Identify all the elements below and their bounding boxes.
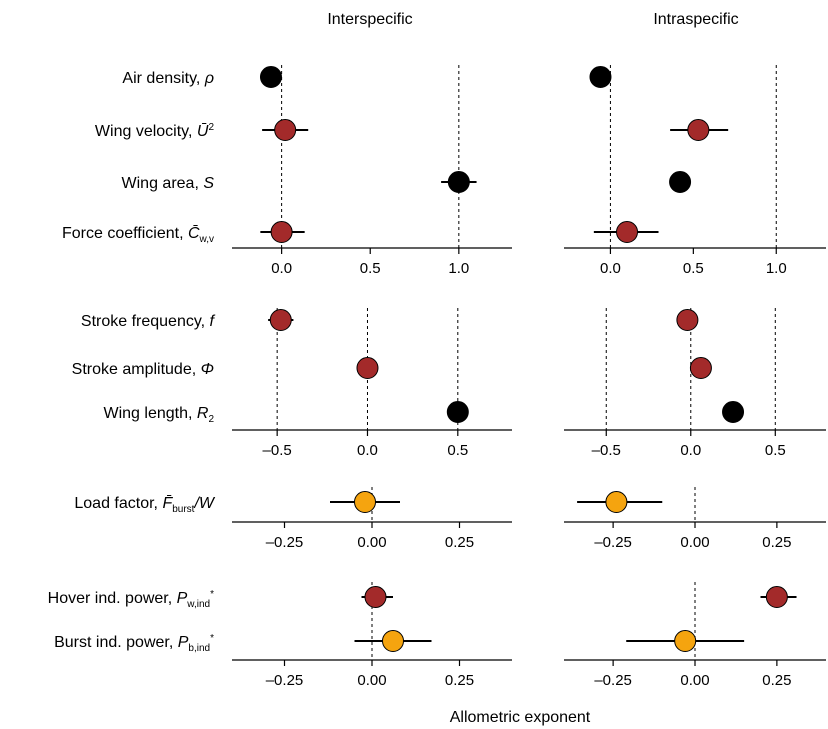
x-tick-label: –0.25 (594, 672, 632, 689)
x-tick-label: 1.0 (448, 260, 469, 277)
row-label: Load factor, F̄burst/W (74, 495, 216, 515)
panel-1-intra: 0.0 0.5 1.0 (564, 65, 826, 277)
x-tick-label: 0.0 (600, 260, 621, 277)
data-point (259, 66, 282, 88)
row-label: Stroke amplitude, Φ (72, 361, 214, 378)
data-point (674, 630, 697, 652)
x-tick-label: 0.00 (357, 672, 386, 689)
x-tick-label: 0.00 (357, 534, 386, 551)
panel-4-intra: –0.25 0.00 0.25 (564, 582, 826, 689)
x-tick-label: 0.0 (271, 260, 292, 277)
panel-3-intra: –0.25 0.00 0.25 (564, 487, 826, 551)
data-point (274, 119, 297, 141)
data-point (689, 357, 712, 379)
x-tick-label: 0.5 (360, 260, 381, 277)
column-title-interspecific: Interspecific (327, 11, 412, 28)
x-tick-label: 0.25 (762, 672, 791, 689)
panel-2-intra: –0.5 0.0 0.5 (564, 308, 826, 459)
x-tick-label: 0.00 (680, 534, 709, 551)
data-point (605, 491, 628, 513)
row-label: Stroke frequency, f (81, 313, 216, 330)
data-point (364, 586, 387, 608)
data-point (765, 586, 788, 608)
data-point (676, 309, 699, 331)
x-tick-label: –0.5 (263, 442, 292, 459)
x-tick-label: –0.5 (592, 442, 621, 459)
data-point (669, 171, 692, 193)
x-tick-label: 0.5 (683, 260, 704, 277)
x-tick-label: 0.25 (445, 534, 474, 551)
row-label: Hover ind. power, Pw,ind* (48, 589, 214, 610)
row-label: Wing area, S (122, 175, 215, 192)
column-title-intraspecific: Intraspecific (653, 11, 738, 28)
data-point (589, 66, 612, 88)
row-label: Burst ind. power, Pb,ind* (54, 633, 214, 654)
x-tick-label: 0.00 (680, 672, 709, 689)
x-tick-label: –0.25 (266, 672, 304, 689)
panel-group-3: –0.25 0.00 0.25 –0.25 0.00 0.25 Load factor, F… (74, 487, 826, 551)
x-tick-label: –0.25 (594, 534, 632, 551)
x-tick-label: 0.0 (680, 442, 701, 459)
x-tick-label: 0.25 (445, 672, 474, 689)
data-point (354, 491, 376, 513)
panels-layer: 0.0 0.5 1.0 0.0 0.5 1.0 Air density, ρ Wing vel… (48, 65, 826, 689)
panel-4-inter: –0.25 0.00 0.25 (232, 582, 512, 689)
panel-group-1: 0.0 0.5 1.0 0.0 0.5 1.0 Air density, ρ Wing vel… (62, 65, 826, 277)
data-point (446, 401, 469, 423)
panel-group-4: –0.25 0.00 0.25 –0.25 0.00 0.25 Hover ind. pow… (48, 582, 826, 689)
x-axis-label: Allometric exponent (450, 709, 591, 726)
row-label: Air density, ρ (122, 70, 214, 87)
panel-1-inter: 0.0 0.5 1.0 (232, 65, 512, 277)
x-tick-label: 0.25 (762, 534, 791, 551)
x-tick-label: 0.5 (447, 442, 468, 459)
row-label: Force coefficient, C̄w,v (62, 225, 214, 245)
data-point (447, 171, 470, 193)
x-tick-label: 0.0 (357, 442, 378, 459)
panel-group-2: –0.5 0.0 0.5 –0.5 0.0 0.5 Stroke frequency, f S… (72, 308, 826, 459)
row-label: Wing velocity, Ū2 (95, 122, 215, 140)
data-point (722, 401, 745, 423)
x-tick-label: 0.5 (765, 442, 786, 459)
panel-2-inter: –0.5 0.0 0.5 (232, 308, 512, 459)
data-point (382, 630, 404, 652)
x-tick-label: –0.25 (266, 534, 304, 551)
data-point (270, 221, 293, 243)
data-point (356, 357, 379, 379)
data-point (687, 119, 710, 141)
panel-3-inter: –0.25 0.00 0.25 (232, 487, 512, 551)
data-point (269, 309, 292, 331)
row-label: Wing length, R2 (103, 405, 214, 425)
data-point (616, 221, 639, 243)
x-tick-label: 1.0 (766, 260, 787, 277)
